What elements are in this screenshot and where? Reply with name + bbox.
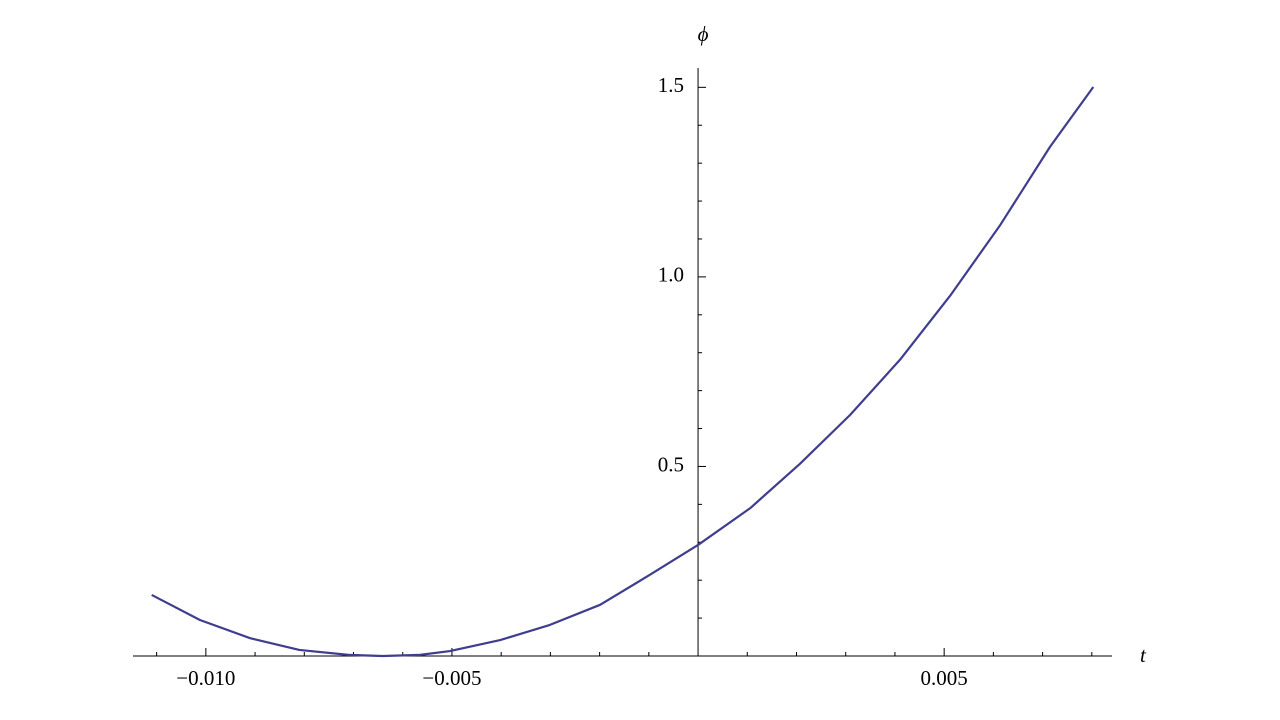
y-tick-label: 1.0	[658, 263, 684, 287]
x-tick-label: −0.010	[176, 666, 235, 690]
y-tick-label: 0.5	[658, 452, 684, 476]
data-line	[151, 86, 1095, 658]
x-tick-label: −0.005	[422, 666, 481, 690]
y-axis-label: ϕ	[698, 22, 709, 46]
x-axis-label: t	[1140, 643, 1147, 667]
x-tick-label: 0.005	[921, 666, 968, 690]
y-tick-label: 1.5	[658, 73, 684, 97]
